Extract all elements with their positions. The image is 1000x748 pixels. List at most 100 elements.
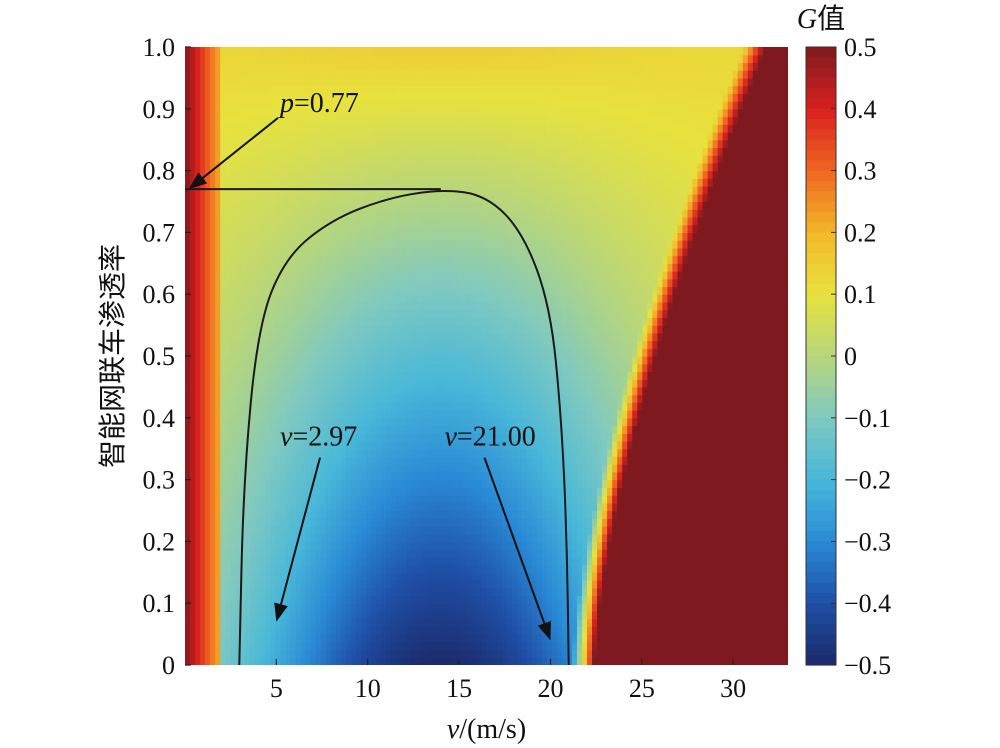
heatmap-cell <box>250 603 256 612</box>
heatmap-cell <box>310 371 317 380</box>
heatmap-cell <box>190 479 196 488</box>
heatmap-cell <box>350 487 357 496</box>
heatmap-cell <box>365 518 372 527</box>
heatmap-cell <box>702 386 709 396</box>
heatmap-cell <box>280 348 287 357</box>
heatmap-cell <box>310 572 317 581</box>
heatmap-cell <box>632 572 638 581</box>
heatmap-cell <box>526 340 533 349</box>
heatmap-cell <box>375 541 382 550</box>
heatmap-cell <box>225 634 231 643</box>
heatmap-cell <box>662 618 669 627</box>
heatmap-cell <box>682 417 689 427</box>
heatmap-cell <box>426 386 432 396</box>
heatmap-cell <box>612 356 618 365</box>
heatmap-cell <box>250 595 256 604</box>
heatmap-cell <box>732 425 739 434</box>
heatmap-cell <box>536 402 543 411</box>
heatmap-cell <box>757 580 764 589</box>
heatmap-cell <box>355 471 362 481</box>
heatmap-cell <box>195 417 201 427</box>
heatmap-cell <box>190 471 196 481</box>
heatmap-cell <box>712 502 719 512</box>
heatmap-cell <box>677 572 684 581</box>
heatmap-cell <box>270 533 277 542</box>
heatmap-cell <box>360 510 367 519</box>
heatmap-cell <box>380 580 387 589</box>
heatmap-cell <box>531 564 538 573</box>
heatmap-cell <box>426 603 432 612</box>
heatmap-cell <box>230 417 236 427</box>
heatmap-cell <box>260 363 267 373</box>
heatmap-cell <box>546 518 553 527</box>
heatmap-cell <box>345 471 352 481</box>
heatmap-cell <box>662 356 669 365</box>
heatmap-cell <box>466 510 473 519</box>
heatmap-cell <box>592 425 598 434</box>
heatmap-cell <box>240 487 246 496</box>
heatmap-cell <box>391 618 397 627</box>
heatmap-cell <box>270 487 277 496</box>
heatmap-cell <box>270 549 277 558</box>
heatmap-cell <box>617 603 623 612</box>
heatmap-cell <box>411 657 417 665</box>
heatmap-cell <box>370 610 377 620</box>
heatmap-cell <box>260 440 267 450</box>
heatmap-cell <box>406 603 412 612</box>
heatmap-cell <box>506 564 513 573</box>
heatmap-cell <box>541 495 548 504</box>
heatmap-cell <box>265 610 272 620</box>
heatmap-cell <box>566 479 573 488</box>
heatmap-cell <box>401 479 407 488</box>
heatmap-cell <box>411 417 417 427</box>
heatmap-cell <box>305 510 312 519</box>
heatmap-cell <box>637 348 643 357</box>
heatmap-cell <box>707 657 714 665</box>
heatmap-cell <box>406 394 412 403</box>
heatmap-cell <box>556 386 563 396</box>
heatmap-cell <box>581 510 588 519</box>
heatmap-cell <box>350 456 357 465</box>
heatmap-cell <box>391 448 397 458</box>
heatmap-cell <box>632 510 638 519</box>
heatmap-cell <box>647 549 653 558</box>
heatmap-cell <box>732 610 739 620</box>
heatmap-cell <box>305 610 312 620</box>
heatmap-cell <box>511 510 518 519</box>
heatmap-cell <box>587 595 593 604</box>
heatmap-cell <box>672 479 679 488</box>
heatmap-cell <box>481 595 488 604</box>
heatmap-cell <box>240 649 246 658</box>
heatmap-cell <box>486 564 493 573</box>
heatmap-cell <box>451 626 457 635</box>
heatmap-cell <box>290 525 297 535</box>
heatmap-cell <box>612 464 618 473</box>
heatmap-cell <box>541 379 548 388</box>
heatmap-cell <box>215 525 221 535</box>
heatmap-cell <box>200 572 206 581</box>
heatmap-cell <box>315 580 322 589</box>
heatmap-cell <box>285 556 292 566</box>
heatmap-cell <box>230 518 236 527</box>
heatmap-cell <box>270 618 277 627</box>
heatmap-cell <box>782 464 788 473</box>
heatmap-cell <box>461 348 468 357</box>
heatmap-cell <box>305 394 312 403</box>
heatmap-cell <box>350 495 357 504</box>
heatmap-cell <box>531 595 538 604</box>
heatmap-cell <box>702 402 709 411</box>
heatmap-cell <box>380 618 387 627</box>
heatmap-cell <box>692 417 699 427</box>
heatmap-cell <box>330 495 337 504</box>
heatmap-cell <box>481 618 488 627</box>
heatmap-cell <box>627 479 633 488</box>
heatmap-cell <box>396 502 402 512</box>
heatmap-cell <box>391 425 397 434</box>
heatmap-cell <box>285 402 292 411</box>
heatmap-cell <box>657 487 663 496</box>
heatmap-cell <box>737 626 744 635</box>
heatmap-cell <box>335 425 342 434</box>
heatmap-cell <box>315 487 322 496</box>
heatmap-cell <box>602 580 608 589</box>
heatmap-cell <box>396 549 402 558</box>
